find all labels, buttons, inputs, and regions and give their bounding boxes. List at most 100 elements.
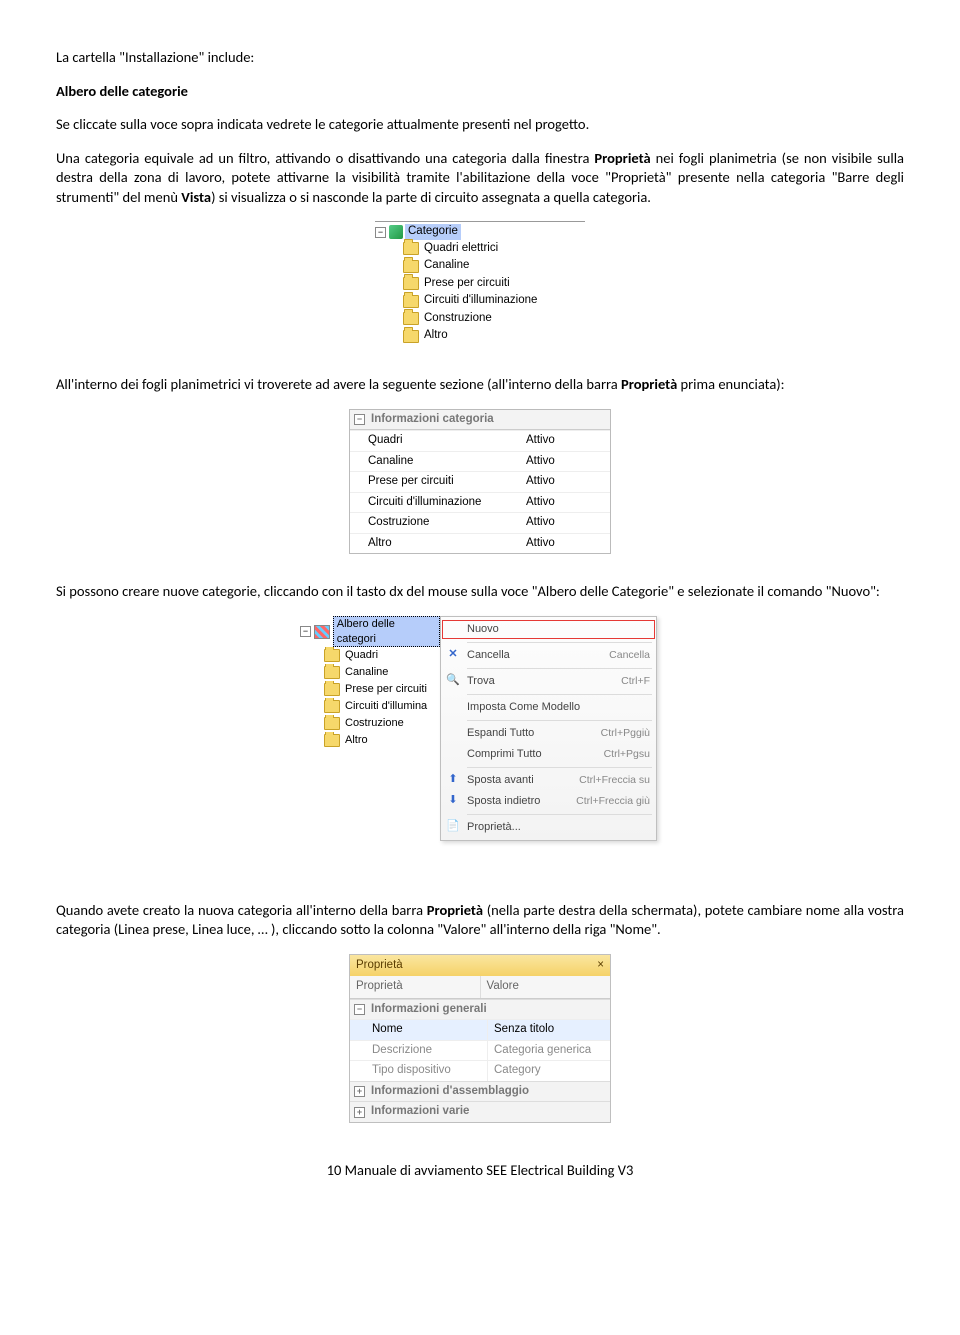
collapse-icon[interactable]: − xyxy=(354,414,365,425)
folder-icon xyxy=(324,666,340,679)
tree-item[interactable]: Quadri elettrici xyxy=(403,240,585,258)
menu-item[interactable]: ✕CancellaCancella xyxy=(441,645,656,666)
paragraph: Si possono creare nuove categorie, clicc… xyxy=(56,582,904,602)
expand-icon[interactable]: + xyxy=(354,1086,365,1097)
tree-with-context-menu: − Albero delle categori QuadriCanalinePr… xyxy=(300,616,660,841)
section-assembly[interactable]: + Informazioni d'assemblaggio xyxy=(350,1081,610,1102)
prop-icon: 📄 xyxy=(446,820,460,834)
tree-item[interactable]: Prese per circuiti xyxy=(403,275,585,293)
tree-item-label: Circuiti d'illuminazione xyxy=(424,293,537,309)
menu-item-shortcut: Ctrl+Pggiù xyxy=(601,726,650,740)
close-icon[interactable]: × xyxy=(597,958,604,974)
folder-icon xyxy=(403,242,419,255)
property-row[interactable]: DescrizioneCategoria generica xyxy=(350,1040,610,1061)
menu-item[interactable]: 📄 Proprietà... xyxy=(441,817,656,838)
table-row[interactable]: Circuiti d'illuminazioneAttivo xyxy=(350,492,610,513)
menu-item-label: Comprimi Tutto xyxy=(467,747,604,762)
menu-item-shortcut: Cancella xyxy=(609,648,650,662)
down-icon: ⬇ xyxy=(446,794,460,808)
category-tree: − Categorie Quadri elettriciCanalinePres… xyxy=(375,221,585,345)
table-row[interactable]: CanalineAttivo xyxy=(350,451,610,472)
category-tree-2: − Albero delle categori Quadri CanalinePr… xyxy=(300,616,440,749)
cell-name: Prese per circuiti xyxy=(368,474,526,490)
tree-item[interactable]: Circuiti d'illumina xyxy=(324,698,440,715)
table-header-label: Informazioni categoria xyxy=(371,412,494,428)
tree-item-label: Canaline xyxy=(345,665,388,680)
menu-separator xyxy=(467,668,652,669)
paragraph: All'interno dei fogli planimetrici vi tr… xyxy=(56,375,904,395)
cell-name: Quadri xyxy=(368,433,526,449)
tree-item[interactable]: Altro xyxy=(324,732,440,749)
tree-root[interactable]: − Categorie xyxy=(375,221,585,240)
tree-item[interactable]: Canaline xyxy=(403,257,585,275)
menu-item-label: Sposta indietro xyxy=(467,794,576,809)
menu-separator xyxy=(467,720,652,721)
property-key: Descrizione xyxy=(350,1041,487,1061)
tree-root-label: Categorie xyxy=(405,224,461,240)
tree-item[interactable]: Quadri xyxy=(324,647,440,664)
property-row[interactable]: NomeSenza titolo xyxy=(350,1019,610,1040)
menu-item[interactable]: ⬆Sposta avantiCtrl+Freccia su xyxy=(441,770,656,791)
section-general[interactable]: − Informazioni generali xyxy=(350,999,610,1020)
cell-name: Altro xyxy=(368,536,526,552)
expand-icon[interactable]: + xyxy=(354,1107,365,1118)
menu-item-label: Espandi Tutto xyxy=(467,726,601,741)
paragraph: La cartella "Installazione" include: xyxy=(56,48,904,68)
cell-value: Attivo xyxy=(526,495,606,511)
menu-item[interactable]: Nuovo xyxy=(441,619,656,640)
table-header[interactable]: − Informazioni categoria xyxy=(350,410,610,431)
folder-icon xyxy=(403,277,419,290)
panel-columns: Proprietà Valore xyxy=(350,976,610,999)
menu-item-label: Sposta avanti xyxy=(467,773,579,788)
category-info-table: − Informazioni categoria QuadriAttivoCan… xyxy=(349,409,611,555)
menu-item-label: Proprietà... xyxy=(467,820,650,835)
tree-item-label: Circuiti d'illumina xyxy=(345,699,427,714)
find-icon: 🔍 xyxy=(446,674,460,688)
table-row[interactable]: CostruzioneAttivo xyxy=(350,512,610,533)
cell-name: Costruzione xyxy=(368,515,526,531)
tree-root[interactable]: − Albero delle categori xyxy=(300,616,440,648)
menu-item[interactable]: ⬇Sposta indietroCtrl+Freccia giù xyxy=(441,791,656,812)
property-value[interactable]: Categoria generica xyxy=(487,1041,610,1061)
table-row[interactable]: AltroAttivo xyxy=(350,533,610,554)
property-value[interactable]: Category xyxy=(487,1061,610,1081)
tree-item[interactable]: Altro xyxy=(403,327,585,345)
cell-value: Attivo xyxy=(526,454,606,470)
cell-name: Circuiti d'illuminazione xyxy=(368,495,526,511)
cell-value: Attivo xyxy=(526,536,606,552)
context-menu: Nuovo✕CancellaCancella🔍TrovaCtrl+FImpost… xyxy=(440,616,657,841)
tree-item[interactable]: Construzione xyxy=(403,310,585,328)
property-value[interactable]: Senza titolo xyxy=(487,1020,610,1040)
menu-item[interactable]: Espandi TuttoCtrl+Pggiù xyxy=(441,723,656,744)
paragraph: Quando avete creato la nuova categoria a… xyxy=(56,901,904,940)
property-row[interactable]: Tipo dispositivoCategory xyxy=(350,1060,610,1081)
folder-icon xyxy=(324,717,340,730)
tree-item[interactable]: Circuiti d'illuminazione xyxy=(403,292,585,310)
table-row[interactable]: QuadriAttivo xyxy=(350,430,610,451)
folder-icon xyxy=(403,260,419,273)
menu-item[interactable]: Comprimi TuttoCtrl+Pgsu xyxy=(441,744,656,765)
folder-icon xyxy=(324,683,340,696)
menu-item-label: Nuovo xyxy=(467,622,650,637)
tree-item-label: Quadri xyxy=(345,648,378,663)
collapse-icon[interactable]: − xyxy=(300,626,311,637)
folder-icon xyxy=(403,295,419,308)
tree-item[interactable]: Canaline xyxy=(324,664,440,681)
table-row[interactable]: Prese per circuitiAttivo xyxy=(350,471,610,492)
col-property: Proprietà xyxy=(350,976,480,998)
tree-root-label: Albero delle categori xyxy=(333,616,440,648)
menu-item[interactable]: Imposta Come Modello xyxy=(441,697,656,718)
collapse-icon[interactable]: − xyxy=(354,1004,365,1015)
menu-item-label: Trova xyxy=(467,674,621,689)
collapse-icon[interactable]: − xyxy=(375,227,386,238)
menu-item[interactable]: 🔍TrovaCtrl+F xyxy=(441,671,656,692)
section-misc[interactable]: + Informazioni varie xyxy=(350,1101,610,1122)
property-key: Tipo dispositivo xyxy=(350,1061,487,1081)
paragraph: Se cliccate sulla voce sopra indicata ve… xyxy=(56,115,904,135)
property-key: Nome xyxy=(350,1020,487,1040)
tree-item[interactable]: Costruzione xyxy=(324,715,440,732)
tree-item[interactable]: Prese per circuiti xyxy=(324,681,440,698)
col-value: Valore xyxy=(480,976,611,998)
cell-value: Attivo xyxy=(526,433,606,449)
folder-icon xyxy=(403,312,419,325)
